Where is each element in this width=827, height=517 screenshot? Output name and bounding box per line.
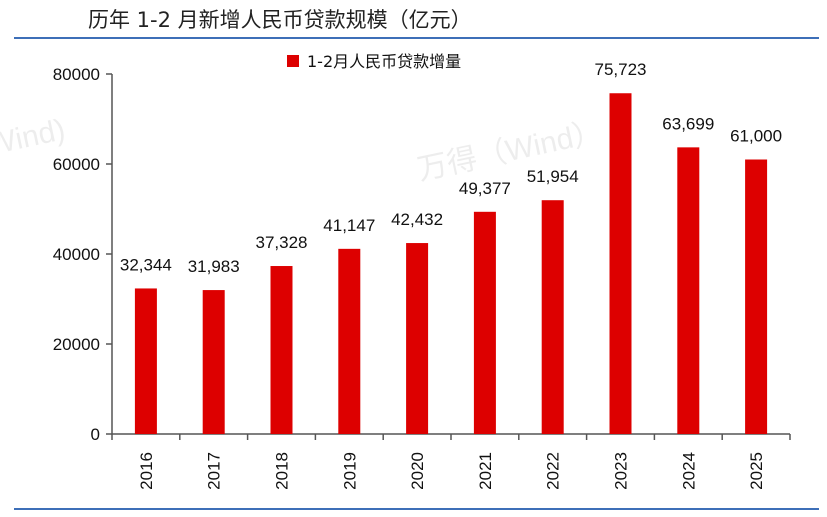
x-tick-label: 2022 [544, 452, 563, 490]
data-label: 75,723 [595, 60, 647, 79]
bar [202, 290, 225, 434]
legend-swatch [287, 55, 299, 67]
bar [677, 147, 700, 435]
data-label: 51,954 [527, 167, 579, 186]
bar [338, 248, 361, 434]
bar [473, 211, 496, 434]
bar [745, 159, 768, 434]
x-tick-label: 2024 [679, 452, 698, 490]
data-label: 61,000 [730, 127, 782, 146]
x-tick-label: 2018 [273, 452, 292, 490]
x-tick-label: 2020 [408, 452, 427, 490]
y-tick-label: 20000 [53, 335, 100, 354]
data-label: 37,328 [256, 233, 308, 252]
y-tick-label: 40000 [53, 245, 100, 264]
x-tick-label: 2017 [205, 452, 224, 490]
y-tick-label: 60000 [53, 155, 100, 174]
data-label: 49,377 [459, 179, 511, 198]
top-divider [14, 37, 819, 39]
bar [134, 288, 157, 434]
bar [541, 200, 564, 434]
bar [270, 266, 293, 434]
data-label: 63,699 [662, 114, 714, 133]
bar [406, 243, 429, 434]
data-label: 41,147 [323, 216, 375, 235]
y-tick-label: 80000 [53, 65, 100, 84]
data-label: 32,344 [120, 255, 172, 274]
bar [609, 93, 632, 435]
x-tick-label: 2021 [476, 452, 495, 490]
bottom-divider [14, 508, 819, 510]
chart-title: 历年 1-2 月新增人民币贷款规模（亿元） [88, 8, 472, 32]
x-tick-label: 2019 [340, 452, 359, 490]
data-label: 42,432 [391, 210, 443, 229]
x-tick-label: 2025 [747, 452, 766, 490]
data-label: 31,983 [188, 257, 240, 276]
legend-label: 1-2月人民币贷款增量 [307, 52, 461, 71]
x-tick-label: 2016 [137, 452, 156, 490]
x-tick-label: 2023 [612, 452, 631, 490]
y-tick-label: 0 [91, 425, 100, 444]
